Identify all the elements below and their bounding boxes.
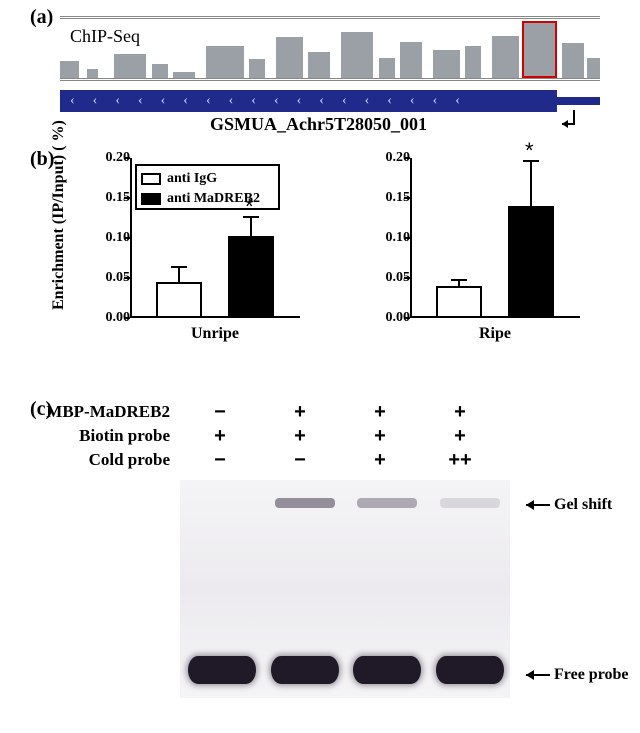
y-tick-mark: [404, 317, 410, 319]
chipseq-peak: [341, 32, 373, 78]
y-tick-mark: [404, 277, 410, 279]
free-probe-band: [188, 656, 256, 684]
y-axis-title: Enrichment (IP/Input) ( %): [50, 120, 68, 310]
legend-item-igg: anti IgG: [141, 169, 274, 189]
emsa-cell: +: [340, 449, 420, 472]
bar: [156, 282, 202, 318]
arrow-icon: [556, 110, 580, 132]
y-tick-mark: [124, 317, 130, 319]
emsa-cell: +: [420, 425, 500, 448]
significance-marker: *: [525, 138, 534, 164]
legend-swatch-white: [141, 173, 161, 185]
free-probe-band: [436, 656, 504, 684]
y-tick-mark: [404, 197, 410, 199]
chipseq-peak: [152, 64, 168, 79]
emsa-cell: −: [260, 449, 340, 472]
error-bar: [178, 266, 180, 282]
emsa-cell: +: [260, 401, 340, 424]
free-probe-arrow-label: Free probe: [520, 666, 629, 684]
panel-a: ChIP-Seq ‹‹‹‹‹‹‹‹‹‹‹‹‹‹‹‹‹‹ GSMUA_Achr5T…: [40, 10, 610, 130]
chipseq-peak: [206, 46, 244, 78]
arrow-label-text: Free probe: [554, 666, 629, 684]
chipseq-peak: [249, 59, 265, 78]
legend-label: anti IgG: [167, 171, 217, 187]
panel-b: Enrichment (IP/Input) ( %) anti IgG anti…: [40, 150, 610, 390]
gene-model-track: ‹‹‹‹‹‹‹‹‹‹‹‹‹‹‹‹‹‹: [60, 90, 557, 112]
arrow-left-icon: [520, 668, 550, 682]
emsa-gel-image: [180, 480, 510, 698]
emsa-cell: −: [180, 401, 260, 424]
emsa-cell: −: [180, 449, 260, 472]
chipseq-peak: [276, 37, 303, 78]
emsa-cell: +: [180, 425, 260, 448]
emsa-row-label: Cold probe: [20, 450, 180, 470]
y-tick-mark: [124, 237, 130, 239]
arrow-left-icon: [520, 498, 550, 512]
gel-lane: [432, 480, 507, 698]
panel-c: MBP-MaDREB2−+++Biotin probe++++Cold prob…: [20, 400, 630, 720]
gel-shift-band: [275, 498, 335, 508]
chipseq-peak: [114, 54, 146, 78]
arrow-label-text: Gel shift: [554, 496, 612, 514]
emsa-cell: +: [340, 401, 420, 424]
error-cap: [451, 279, 467, 281]
gene-model-utr: [557, 97, 600, 105]
emsa-cell: +: [340, 425, 420, 448]
chipseq-peaks: [60, 20, 600, 78]
gel-shift-band: [357, 498, 417, 508]
legend-swatch-black: [141, 193, 161, 205]
error-cap: [171, 266, 187, 268]
bar: [508, 206, 554, 318]
legend-item-madreb2: anti MaDREB2: [141, 189, 274, 209]
chart-legend: anti IgG anti MaDREB2: [135, 164, 280, 210]
bar-chart-ripe: Ripe 0.000.050.100.150.20*: [360, 150, 610, 350]
emsa-cell: +: [420, 401, 500, 424]
condition-label: Unripe: [130, 325, 300, 343]
chipseq-peak: [492, 36, 519, 78]
chipseq-peak: [465, 46, 481, 78]
emsa-cell: ++: [420, 449, 500, 472]
condition-label: Ripe: [410, 325, 580, 343]
gel-lane: [267, 480, 342, 698]
gel-shift-arrow-label: Gel shift: [520, 496, 612, 514]
free-probe-band: [271, 656, 339, 684]
emsa-row: Biotin probe++++: [20, 424, 500, 448]
gel-lane: [349, 480, 424, 698]
emsa-row-label: MBP-MaDREB2: [20, 402, 180, 422]
gene-direction-chevrons: ‹‹‹‹‹‹‹‹‹‹‹‹‹‹‹‹‹‹: [70, 93, 478, 109]
chipseq-peak: [400, 42, 422, 78]
y-tick-mark: [124, 157, 130, 159]
emsa-row-label: Biotin probe: [20, 426, 180, 446]
tss-arrow-icon: [556, 110, 580, 137]
chipseq-peak: [173, 72, 195, 78]
gene-id-label: GSMUA_Achr5T28050_001: [210, 114, 427, 135]
chipseq-peak: [379, 58, 395, 78]
y-tick-mark: [404, 157, 410, 159]
significance-marker: *: [245, 194, 254, 220]
emsa-row: Cold probe−−+++: [20, 448, 500, 472]
chipseq-peak-highlight-box: [522, 21, 557, 78]
emsa-row: MBP-MaDREB2−+++: [20, 400, 500, 424]
gel-lane: [184, 480, 259, 698]
bar: [436, 286, 482, 318]
emsa-conditions-table: MBP-MaDREB2−+++Biotin probe++++Cold prob…: [20, 400, 500, 472]
bar: [228, 236, 274, 318]
error-bar: [530, 160, 532, 206]
chipseq-peak: [433, 50, 460, 78]
bar-chart-unripe: anti IgG anti MaDREB2 Unripe 0.000.050.1…: [80, 150, 330, 350]
y-tick-mark: [124, 197, 130, 199]
free-probe-band: [353, 656, 421, 684]
y-tick-mark: [404, 237, 410, 239]
chipseq-peak: [308, 52, 330, 78]
chipseq-peak: [60, 61, 79, 78]
chipseq-peak: [587, 58, 601, 78]
chipseq-peak: [87, 69, 98, 78]
gel-shift-band: [440, 498, 500, 508]
chipseq-peak: [562, 43, 584, 78]
y-tick-mark: [124, 277, 130, 279]
emsa-cell: +: [260, 425, 340, 448]
